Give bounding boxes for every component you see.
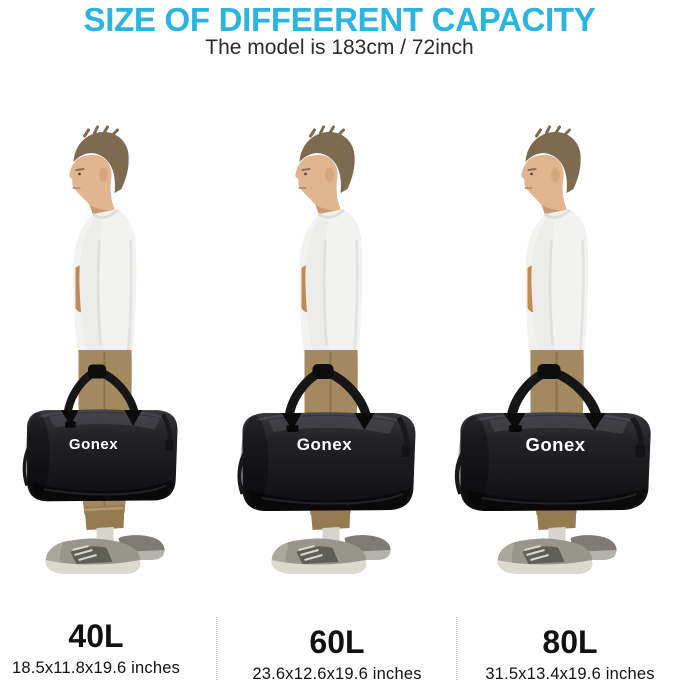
column-divider-1	[216, 617, 217, 680]
label-block-80l: 80L 31.5x13.4x19.6 inches	[468, 626, 672, 680]
capacity-label-40l: 40L	[68, 618, 124, 654]
dimensions-label-80l: 31.5x13.4x19.6 inches	[485, 665, 655, 680]
photo-model-60l-bag: Gonex	[226, 125, 453, 576]
dimensions-label-40l: 18.5x11.8x19.6 inches	[11, 659, 181, 677]
gonex-logo-80l: Gonex	[525, 434, 585, 455]
column-divider-2	[456, 617, 457, 680]
gonex-logo-40l: Gonex	[69, 436, 118, 453]
page-subtitle: The model is 183cm / 72inch	[205, 36, 474, 59]
capacity-label-80l: 80L	[542, 624, 598, 660]
dimensions-label-60l: 23.6x12.6x19.6 inches	[252, 665, 422, 680]
gonex-logo-60l: Gonex	[297, 435, 352, 454]
photo-model-40l-bag: Gonex	[0, 125, 227, 576]
label-block-60l: 60L 23.6x12.6x19.6 inches	[237, 626, 437, 680]
photo-model-80l-bag: Gonex	[452, 125, 679, 576]
page-title: SIZE OF DIFFEERENT CAPACITY	[83, 1, 596, 38]
capacity-label-60l: 60L	[309, 624, 365, 660]
label-block-40l: 40L 18.5x11.8x19.6 inches	[0, 620, 192, 678]
